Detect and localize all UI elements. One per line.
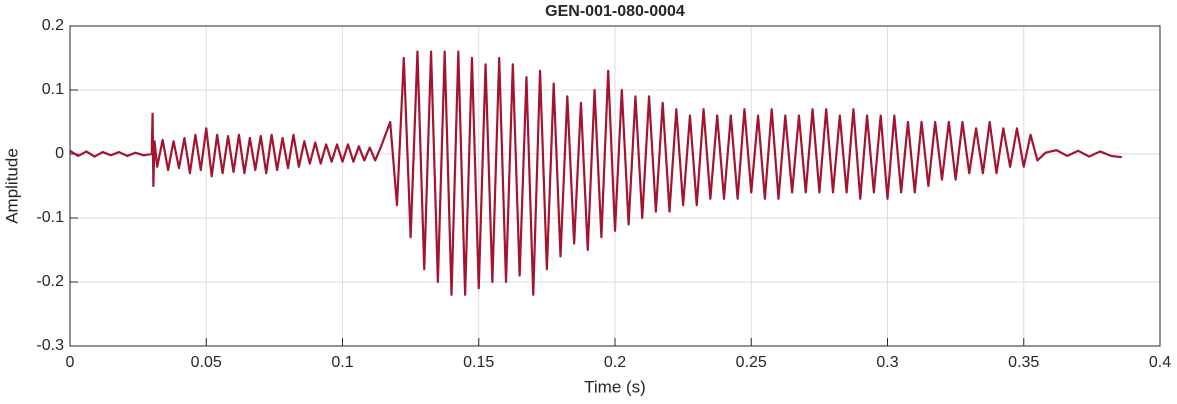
x-tick-label: 0.3	[876, 354, 898, 371]
y-tick-label: 0.2	[42, 17, 64, 34]
x-tick-label: 0.25	[736, 354, 767, 371]
y-tick-label: 0.1	[42, 81, 64, 98]
x-tick-label: 0.05	[191, 354, 222, 371]
x-tick-label: 0.15	[463, 354, 494, 371]
chart-title: GEN-001-080-0004	[545, 3, 685, 20]
x-tick-label: 0.1	[331, 354, 353, 371]
y-tick-label: -0.2	[36, 273, 64, 290]
axes-box	[69, 25, 1161, 347]
x-tick-label: 0.2	[604, 354, 626, 371]
x-tick-label: 0.4	[1149, 354, 1171, 371]
y-axis-label: Amplitude	[2, 148, 21, 224]
y-tick-label: -0.3	[36, 337, 64, 354]
y-tick-label: 0	[55, 145, 64, 162]
x-tick-label: 0.35	[1008, 354, 1039, 371]
waveform-line	[69, 50, 1122, 296]
x-axis-label: Time (s)	[584, 377, 646, 396]
y-tick-label: -0.1	[36, 209, 64, 226]
x-tick-label: 0	[66, 354, 75, 371]
